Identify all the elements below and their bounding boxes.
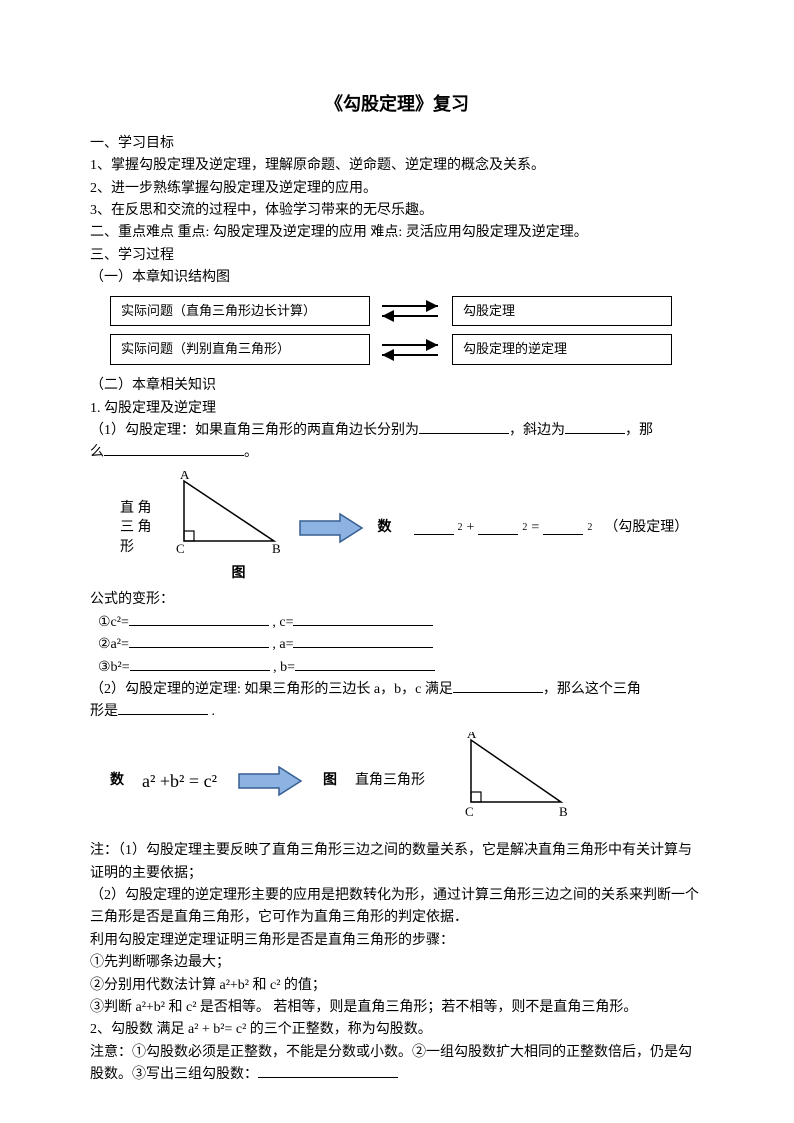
gougu-2: 注意：①勾股数必须是正整数，不能是分数或小数。②一组勾股数扩大相同的正整数倍后，… [90, 1042, 704, 1087]
k2-t1e: 。 [244, 445, 258, 460]
big-arrow-icon [296, 511, 366, 545]
shu-label: 数 [378, 517, 392, 539]
l1: 直 角 [120, 499, 152, 519]
s3-head: 三、学习过程 [90, 245, 704, 267]
gougu-1: 2、勾股数 满足 a² + b²= c² 的三个正整数，称为勾股数。 [90, 1019, 704, 1041]
k2-t1d: 么 [90, 445, 104, 460]
blank [419, 420, 509, 434]
inv-line1: （2）勾股定理的逆定理: 如果三角形的三边长 a，b，c 满足 ，那么这个三角 [90, 679, 704, 701]
formula-to-triangle-row: 数 a² +b² = c² 图 直角三角形 A C B [110, 732, 704, 830]
f2b: , a= [272, 637, 293, 652]
blank [129, 612, 269, 626]
formula-2: ②a²= , a= [98, 634, 704, 656]
k2-t1c: ，那 [625, 423, 653, 438]
tu-label: 图 [194, 563, 284, 585]
formula-1: ①c²= , c= [98, 612, 704, 634]
blank [414, 521, 454, 535]
s1-i2: 2、进一步熟练掌握勾股定理及逆定理的应用。 [90, 178, 704, 200]
triangle-to-formula-row: 直 角 三 角 形 A C B 图 数 2 + 2 = 2 （勾股定理） [120, 471, 704, 586]
blank [478, 521, 518, 535]
structure-diagram: 实际问题（直角三角形边长计算） 勾股定理 实际问题（判别直角三角形） 勾股定理的… [110, 296, 694, 366]
triangle-icon-2: A C B [443, 732, 573, 830]
k2-t1b: ，斜边为 [509, 423, 565, 438]
vC: C [176, 541, 185, 556]
inv-t1b: ，那么这个三角 [543, 682, 641, 697]
blank [129, 634, 269, 648]
s1-head: 一、学习目标 [90, 133, 704, 155]
box-inverse: 勾股定理的逆定理 [452, 334, 672, 365]
right-triangle-text: 直角三角形 [355, 770, 425, 792]
vA: A [180, 471, 190, 482]
diagram-row-1: 实际问题（直角三角形边长计算） 勾股定理 [110, 296, 694, 327]
step-2: ②分别用代数法计算 a²+b² 和 c² 的值； [90, 975, 704, 997]
blank [258, 1064, 398, 1078]
blank [293, 634, 433, 648]
big-arrow-icon [235, 764, 305, 798]
diagram-row-2: 实际问题（判别直角三角形） 勾股定理的逆定理 [110, 334, 694, 365]
blank [130, 657, 270, 671]
blank [295, 657, 435, 671]
s1-i1: 1、掌握勾股定理及逆定理，理解原命题、逆命题、逆定理的概念及关系。 [90, 155, 704, 177]
k2-h1: 1. 勾股定理及逆定理 [90, 398, 704, 420]
vB2: B [559, 804, 568, 819]
f1a: ①c²= [98, 615, 129, 630]
box-theorem: 勾股定理 [452, 296, 672, 327]
double-arrow-icon [376, 298, 446, 324]
formulas-head: 公式的变形： [90, 589, 704, 611]
tu-label-2: 图 [323, 770, 337, 792]
s2-line: 二、重点难点 重点: 勾股定理及逆定理的应用 难点: 灵活应用勾股定理及逆定理。 [90, 222, 704, 244]
l2: 三 角 [120, 518, 152, 538]
blank [104, 442, 244, 456]
f2a: ②a²= [98, 637, 129, 652]
blank [543, 521, 583, 535]
equation-blanks: 2 + 2 = 2 （勾股定理） [414, 517, 689, 539]
k2-t1a: （1）勾股定理：如果直角三角形的两直角边长分别为 [90, 423, 419, 438]
k2-t1-line2: 么。 [90, 442, 704, 464]
shu-label-2: 数 [110, 770, 124, 792]
f1b: , c= [272, 615, 293, 630]
blank [118, 701, 208, 715]
page-title: 《勾股定理》复习 [90, 90, 704, 119]
step-3: ③判断 a²+b² 和 c² 是否相等。 若相等，则是直角三角形；若不相等，则不… [90, 997, 704, 1019]
k2-t1: （1）勾股定理：如果直角三角形的两直角边长分别为 ，斜边为 ，那 [90, 420, 704, 442]
note-1: 注：（1）勾股定理主要反映了直角三角形三边之间的数量关系，它是解决直角三角形中有… [90, 840, 704, 885]
inv-t2a: 形是 [90, 704, 118, 719]
f3a: ③b²= [98, 660, 130, 675]
note-3: 利用勾股定理逆定理证明三角形是否是直角三角形的步骤： [90, 930, 704, 952]
box-real-calc: 实际问题（直角三角形边长计算） [110, 296, 370, 327]
vB: B [272, 541, 281, 556]
equation-text: a² +b² = c² [142, 767, 217, 796]
step-1: ①先判断哪条边最大； [90, 952, 704, 974]
inv-line2: 形是 . [90, 701, 704, 723]
note-2: （2）勾股定理的逆定理形主要的应用是把数转化为形，通过计算三角形三边之间的关系来… [90, 885, 704, 930]
vA2: A [467, 732, 477, 741]
inv-t1a: （2）勾股定理的逆定理: 如果三角形的三边长 a，b，c 满足 [90, 682, 453, 697]
l3: 形 [120, 538, 152, 558]
triangle-icon: A C B 图 [164, 471, 284, 586]
formula-3: ③b²= , b= [98, 657, 704, 679]
box-real-judge: 实际问题（判别直角三角形） [110, 334, 370, 365]
blank [565, 420, 625, 434]
k2-head: （二）本章相关知识 [90, 375, 704, 397]
eq-tail: （勾股定理） [604, 517, 688, 539]
vC2: C [465, 804, 474, 819]
blank [453, 679, 543, 693]
blank [293, 612, 433, 626]
inv-t2b: . [208, 704, 215, 719]
f3b: , b= [273, 660, 295, 675]
double-arrow-icon [376, 337, 446, 363]
right-triangle-label: 直 角 三 角 形 [120, 499, 152, 558]
s3-p1: （一）本章知识结构图 [90, 267, 704, 289]
s1-i3: 3、在反思和交流的过程中，体验学习带来的无尽乐趣。 [90, 200, 704, 222]
